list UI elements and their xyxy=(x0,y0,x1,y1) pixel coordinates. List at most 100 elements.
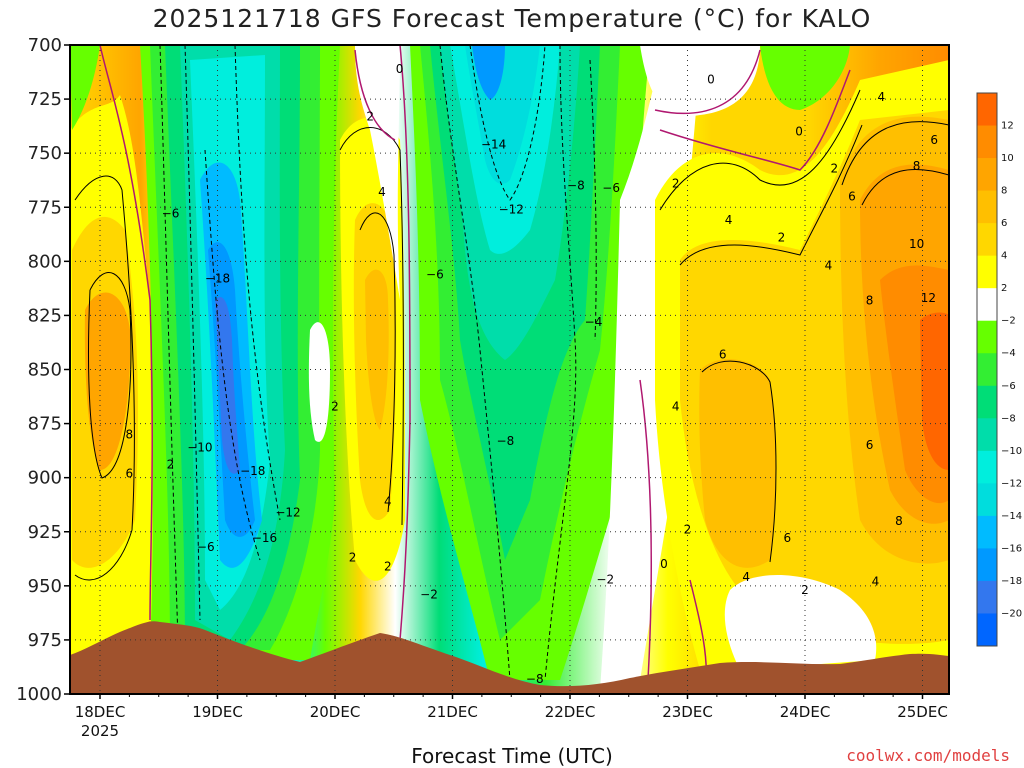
colorbar-swatch xyxy=(977,483,997,517)
contour-label: 0 xyxy=(707,73,715,87)
colorbar-swatch xyxy=(977,93,997,127)
y-tick-label: 750 xyxy=(28,143,62,164)
colorbar-swatch xyxy=(977,418,997,452)
y-tick-label: 875 xyxy=(28,414,62,435)
contour-label: −8 xyxy=(567,179,585,193)
colorbar-swatch xyxy=(977,190,997,224)
y-tick-label: 850 xyxy=(28,360,62,381)
colorbar-label: 10 xyxy=(1001,153,1014,164)
colorbar-label: −8 xyxy=(1001,413,1016,424)
contour-label: 6 xyxy=(930,133,938,147)
contour-label: 2 xyxy=(831,161,839,175)
temperature-field xyxy=(70,45,949,694)
colorbar-label: −10 xyxy=(1001,446,1022,457)
contour-label: 4 xyxy=(742,570,750,584)
contour-label: 8 xyxy=(126,427,134,441)
contour-label: 6 xyxy=(126,466,134,480)
contour-label: −6 xyxy=(162,207,180,221)
colorbar-label: 12 xyxy=(1001,121,1014,132)
colorbar-label: −14 xyxy=(1001,511,1022,522)
contour-label: 4 xyxy=(384,494,392,508)
y-tick-label: 1000 xyxy=(16,684,62,705)
y-tick-label: 800 xyxy=(28,251,62,272)
contour-label: −12 xyxy=(499,202,524,216)
contour-label: 2 xyxy=(331,399,339,413)
x-tick-label: 21DEC xyxy=(427,703,478,721)
contour-label: 2 xyxy=(684,523,692,537)
colorbar-frame xyxy=(976,92,998,647)
contour-label: −16 xyxy=(252,531,277,545)
contour-label: 4 xyxy=(672,399,680,413)
contour-label: −6 xyxy=(197,540,215,554)
chart-title: 2025121718 GFS Forecast Temperature (°C)… xyxy=(152,4,872,33)
y-tick-label: 775 xyxy=(28,197,62,218)
y-tick-label: 825 xyxy=(28,305,62,326)
colorbar-swatch xyxy=(977,613,997,647)
y-tick-label: 900 xyxy=(28,468,62,489)
x-axis-label: Forecast Time (UTC) xyxy=(411,744,613,768)
contour-label: 2 xyxy=(384,559,392,573)
contour-label: −4 xyxy=(585,315,603,329)
contour-label: 6 xyxy=(848,189,856,203)
contour-label: 10 xyxy=(909,237,924,251)
x-tick-label: 20DEC xyxy=(310,703,361,721)
contour-label: 6 xyxy=(866,438,874,452)
contour-label: 8 xyxy=(895,514,903,528)
contour-label: 8 xyxy=(866,293,874,307)
contour-label: 2 xyxy=(366,109,374,123)
x-tick-label: 18DEC xyxy=(75,703,126,721)
contour-label: 4 xyxy=(378,185,386,199)
colorbar-label: −18 xyxy=(1001,576,1022,587)
colorbar-swatch xyxy=(977,320,997,354)
colorbar-swatch xyxy=(977,385,997,419)
y-tick-label: 700 xyxy=(28,35,62,56)
contour-label: 4 xyxy=(878,90,886,104)
contour-label: −18 xyxy=(240,464,265,478)
y-axis: 700 725 750 775 800 825 850 875 900 925 950 975 1000 xyxy=(16,35,70,705)
contour-label: 6 xyxy=(784,531,792,545)
colorbar-swatch xyxy=(977,288,997,322)
contour-label: 2 xyxy=(349,551,357,565)
contour-label: −2 xyxy=(596,572,614,586)
contour-label: 4 xyxy=(725,213,733,227)
x-tick-label: 24DEC xyxy=(780,703,831,721)
colorbar-swatch xyxy=(977,125,997,159)
colorbar-label: −4 xyxy=(1001,348,1016,359)
contour-label: −10 xyxy=(187,440,212,454)
colorbar-label: 2 xyxy=(1001,283,1007,294)
grid-lines xyxy=(70,45,949,694)
contour-label: −6 xyxy=(602,181,620,195)
colorbar-swatch xyxy=(977,158,997,192)
contour-label: −2 xyxy=(420,587,438,601)
colorbar-swatch xyxy=(977,450,997,484)
contour-label: 2 xyxy=(672,176,680,190)
contour-label: 4 xyxy=(872,575,880,589)
colorbar-swatch xyxy=(977,223,997,257)
colorbar-label: 4 xyxy=(1001,251,1007,262)
x-tick-year-label: 2025 xyxy=(81,722,119,740)
contour-label: 2 xyxy=(778,231,786,245)
contour-label: −8 xyxy=(526,672,544,686)
contour-label: 2 xyxy=(801,583,809,597)
contour-label: 0 xyxy=(795,125,803,139)
colorbar-swatch xyxy=(977,353,997,387)
colorbar-swatch xyxy=(977,580,997,614)
contour-label: 8 xyxy=(913,159,921,173)
colorbar-swatch xyxy=(977,515,997,549)
color-scale-legend: 12 10 8 6 4 2 −2 −4 −6 −8 −10 −12 −14 −16 −18 −20 xyxy=(976,92,1022,647)
contour-label: −6 xyxy=(426,267,444,281)
colorbar-label: 6 xyxy=(1001,218,1007,229)
x-tick-label: 25DEC xyxy=(897,703,948,721)
colorbar-label: −6 xyxy=(1001,381,1016,392)
contour-label: −8 xyxy=(497,434,515,448)
source-credit[interactable]: coolwx.com/models xyxy=(846,746,1010,765)
contour-label: −14 xyxy=(481,138,506,152)
contour-label: 0 xyxy=(660,557,668,571)
terrain-ground xyxy=(70,621,949,694)
colorbar-label: −16 xyxy=(1001,543,1022,554)
contour-label: 0 xyxy=(396,62,404,76)
colorbar-label: −20 xyxy=(1001,608,1022,619)
